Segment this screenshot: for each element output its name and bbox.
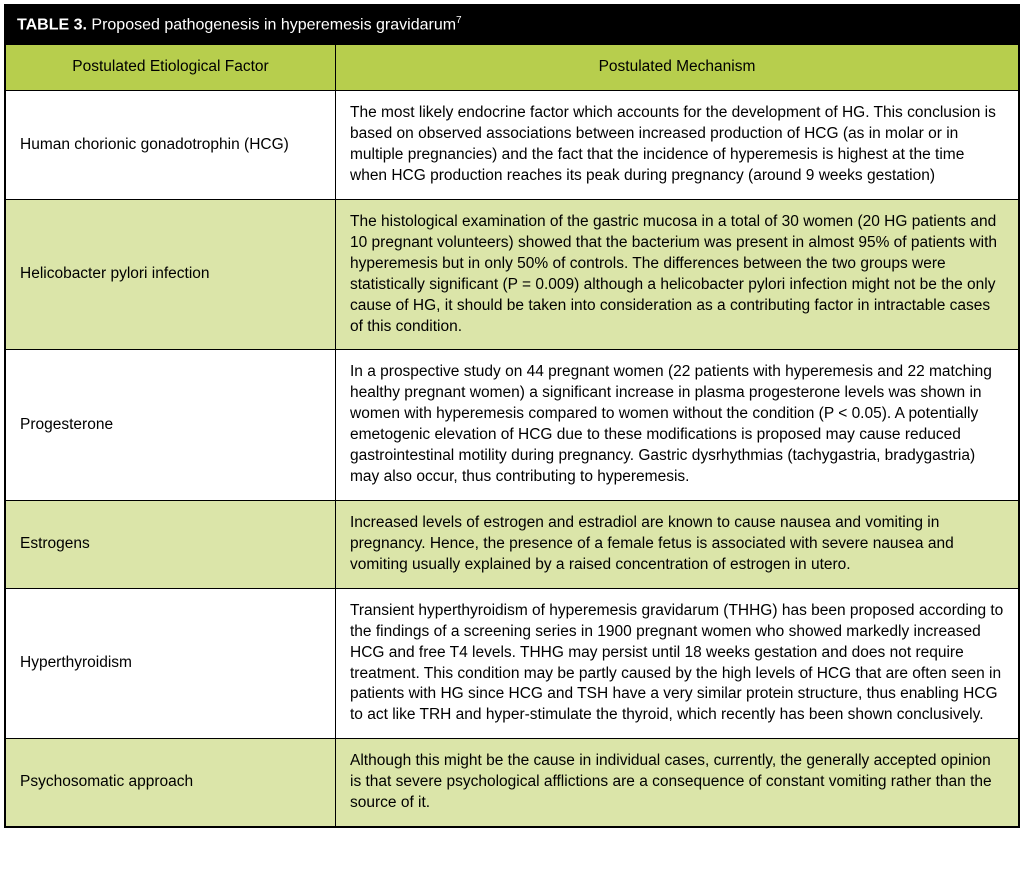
pathogenesis-table: Postulated Etiological Factor Postulated… (5, 44, 1019, 827)
table-row: EstrogensIncreased levels of estrogen an… (6, 501, 1019, 589)
cell-mechanism: The most likely endocrine factor which a… (336, 91, 1019, 200)
cell-factor: Psychosomatic approach (6, 739, 336, 827)
cell-factor: Estrogens (6, 501, 336, 589)
col-header-factor: Postulated Etiological Factor (6, 45, 336, 91)
table-container: TABLE 3. Proposed pathogenesis in hypere… (4, 4, 1020, 828)
cell-factor: Human chorionic gonadotrophin (HCG) (6, 91, 336, 200)
cell-mechanism: Transient hyperthyroidism of hyperemesis… (336, 588, 1019, 739)
cell-mechanism: The histological examination of the gast… (336, 199, 1019, 350)
cell-factor: Progesterone (6, 350, 336, 501)
table-title-text: Proposed pathogenesis in hyperemesis gra… (91, 16, 456, 33)
table-title-bar: TABLE 3. Proposed pathogenesis in hypere… (5, 5, 1019, 44)
table-label: TABLE 3. (17, 16, 87, 33)
cell-factor: Hyperthyroidism (6, 588, 336, 739)
cell-factor: Helicobacter pylori infection (6, 199, 336, 350)
table-title-sup: 7 (456, 15, 462, 26)
col-header-mechanism: Postulated Mechanism (336, 45, 1019, 91)
table-row: Psychosomatic approachAlthough this migh… (6, 739, 1019, 827)
cell-mechanism: Increased levels of estrogen and estradi… (336, 501, 1019, 589)
table-row: ProgesteroneIn a prospective study on 44… (6, 350, 1019, 501)
cell-mechanism: In a prospective study on 44 pregnant wo… (336, 350, 1019, 501)
cell-mechanism: Although this might be the cause in indi… (336, 739, 1019, 827)
table-row: Helicobacter pylori infectionThe histolo… (6, 199, 1019, 350)
table-row: HyperthyroidismTransient hyperthyroidism… (6, 588, 1019, 739)
table-header-row: Postulated Etiological Factor Postulated… (6, 45, 1019, 91)
table-row: Human chorionic gonadotrophin (HCG)The m… (6, 91, 1019, 200)
